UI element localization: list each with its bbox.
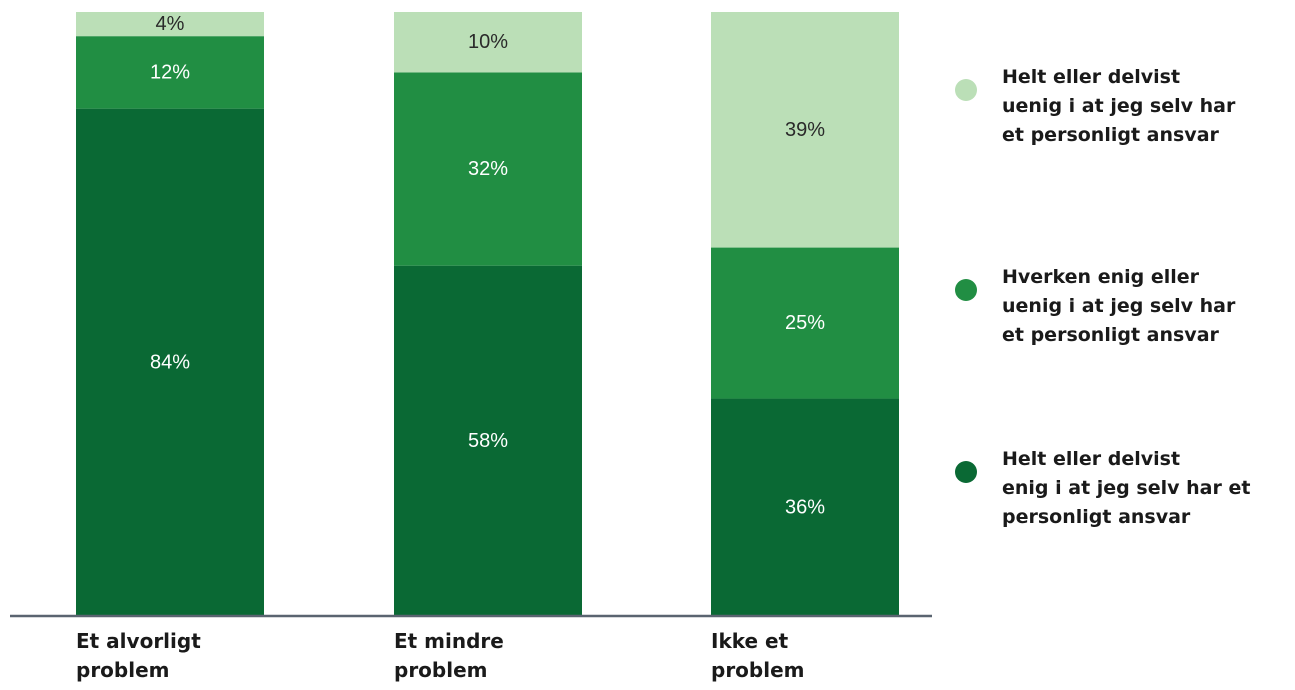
bar-segment-2-3 [394, 12, 582, 73]
legend-marker [955, 279, 977, 301]
legend-label: Helt eller delvist uenig i at jeg selv h… [1002, 66, 1236, 146]
x-tick-label-2: Et mindre problem [394, 629, 504, 682]
x-tick-label-1: Et alvorligt problem [76, 629, 201, 682]
data-label-3-2: 25% [785, 312, 825, 334]
bar-segment-3-2 [711, 247, 899, 399]
bar-segment-1-3 [76, 12, 264, 37]
legend-label: Helt eller delvist enig i at jeg selv ha… [1002, 448, 1251, 528]
x-tick-label-3: Ikke et problem [711, 629, 805, 682]
bar-segment-3-1 [711, 398, 899, 616]
legend-marker [955, 79, 977, 101]
data-label-3-3: 39% [785, 119, 825, 141]
data-label-2-2: 32% [468, 158, 508, 180]
bars-group: 84% 12% 4% 58% 32% 10% 36% 25% 39% [76, 12, 899, 616]
data-label-1-3: 4% [156, 13, 185, 35]
data-label-3-1: 36% [785, 496, 825, 518]
legend-marker [955, 461, 977, 483]
data-label-2-3: 10% [468, 31, 508, 53]
data-label-1-2: 12% [150, 61, 190, 83]
data-label-1-1: 84% [150, 351, 190, 373]
data-label-2-1: 58% [468, 430, 508, 452]
bar-segment-1-2 [76, 36, 264, 109]
bar-segment-3-3 [711, 12, 899, 248]
bar-segment-1-1 [76, 108, 264, 616]
legend-label: Hverken enig eller uenig i at jeg selv h… [1002, 266, 1236, 346]
bar-segment-2-2 [394, 72, 582, 266]
bar-segment-2-1 [394, 265, 582, 616]
